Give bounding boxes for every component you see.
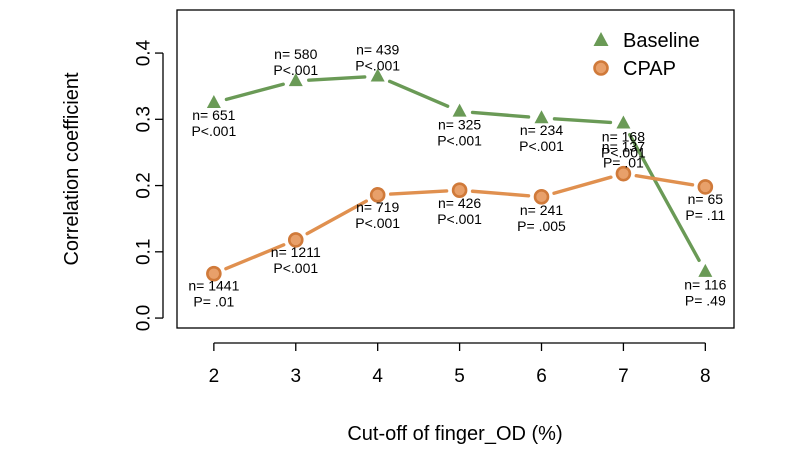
data-point-triangle [370,68,385,82]
data-label: P<.001 [437,132,482,148]
data-point-triangle [698,263,713,277]
data-point-triangle [616,115,631,129]
series-line-segment [470,189,531,198]
data-label: P<.001 [273,62,318,78]
data-point-circle [206,265,222,282]
data-label: P= .49 [685,293,726,309]
series-line-segment [224,243,286,271]
y-axis: 0.0 0.1 0.2 0.3 0.4 [134,39,164,331]
x-tick-label: 8 [700,366,711,387]
data-label: n= 439 [356,41,399,57]
data-label: P<.001 [519,138,564,154]
legend-marker-circle [593,60,609,76]
y-tick-label: 0.1 [134,239,155,265]
y-tick-label: 0.4 [134,39,155,66]
data-point-circle [615,165,632,182]
data-label: P= .01 [603,155,644,171]
data-label: n= 426 [438,195,481,211]
data-label: P<.001 [355,215,400,231]
x-axis: 2 3 4 5 6 7 8 [209,342,711,387]
data-label: P= .11 [685,207,725,223]
series-cpap [206,165,714,282]
data-label: n= 325 [438,116,481,132]
series-line-segment [305,199,368,236]
x-tick-label: 2 [209,366,220,387]
data-point-triangle [534,110,549,124]
x-tick-label: 4 [372,366,383,387]
x-tick-label: 3 [290,366,301,387]
series-line-segment [387,79,450,108]
series-line-segment [634,174,695,187]
series-line-segment [470,110,531,119]
x-tick-label: 6 [536,366,547,387]
legend-label: CPAP [623,58,676,80]
data-point-circle [451,182,468,198]
y-tick-label: 0.0 [134,305,155,331]
x-tick-label: 5 [454,366,465,387]
data-label: n= 1211 [271,244,321,260]
data-point-circle [287,232,304,248]
series-line-segment [552,117,613,125]
data-label: n= 65 [688,191,724,207]
data-label: n= 116 [684,277,726,293]
data-label: n= 137 [602,139,645,155]
legend: Baseline CPAP [593,30,700,80]
data-point-circle [697,179,714,195]
data-label: n= 719 [356,199,399,215]
data-label: P= .005 [517,218,566,234]
data-point-circle [369,187,386,203]
data-label: n= 241 [520,202,563,218]
data-label: P<.001 [601,144,646,160]
y-tick-label: 0.3 [134,106,155,132]
plot-frame [176,9,735,329]
data-label: P<.001 [355,57,400,73]
data-point-triangle [452,103,467,117]
data-label: P<.001 [437,211,482,227]
data-label: P<.001 [191,123,236,139]
data-label: n= 168 [602,128,645,144]
series-line-segment [628,132,701,263]
legend-label: Baseline [623,30,700,52]
legend-marker-triangle [593,32,609,46]
x-axis-title: Cut-off of finger_OD (%) [347,423,562,445]
data-label: P= .01 [193,294,234,310]
data-label: n= 651 [192,107,235,123]
series-baseline [206,68,713,277]
y-axis-title: Correlation coefficient [61,72,83,266]
data-point-triangle [288,73,303,87]
data-label: P<.001 [273,260,318,276]
data-point-triangle [206,94,221,108]
data-label: n= 1441 [188,278,239,294]
x-tick-label: 7 [618,366,629,387]
series-line-segment [552,175,613,195]
y-tick-label: 0.2 [134,172,155,198]
series-line-segment [307,75,367,82]
series-layer [206,68,714,282]
series-line-segment [224,82,285,102]
data-label: n= 580 [274,46,317,62]
data-label: n= 234 [520,122,563,138]
series-line-segment [388,189,449,196]
data-point-circle [533,189,550,205]
